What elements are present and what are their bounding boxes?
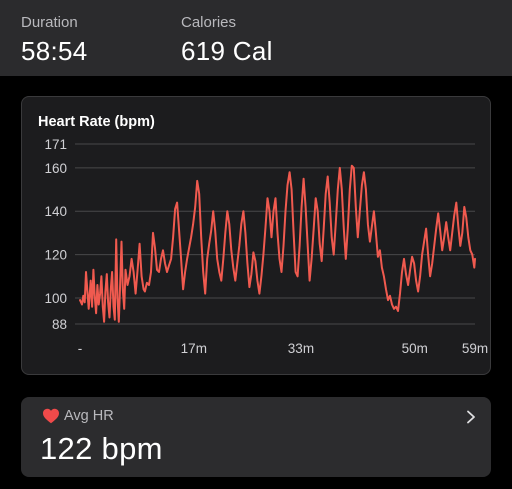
heart-rate-line <box>79 164 476 323</box>
calories-label: Calories <box>181 14 237 31</box>
avg-hr-label-row: Avg HR <box>42 408 114 424</box>
duration-stat: Duration 58:54 <box>21 14 88 67</box>
chart-title: Heart Rate (bpm) <box>38 114 155 130</box>
x-tick-label: - <box>78 341 83 356</box>
x-tick-label: 59m <box>462 341 488 356</box>
heart-icon <box>43 408 59 424</box>
x-tick-label: 50m <box>402 341 428 356</box>
heart-rate-chart: 171 160 140 120 100 88 - 17m 33m 50m 59m <box>44 137 488 356</box>
y-tick-label: 120 <box>44 248 67 263</box>
calories-stat: Calories 619 Cal <box>181 14 273 67</box>
chevron-right-icon[interactable] <box>466 410 476 424</box>
avg-hr-label: Avg HR <box>64 408 114 424</box>
x-tick-label: 17m <box>181 341 207 356</box>
heart-rate-chart-card: Heart Rate (bpm) 171 160 140 120 100 88 - 17m 3… <box>21 96 491 375</box>
duration-label: Duration <box>21 14 78 31</box>
x-tick-label: 33m <box>288 341 314 356</box>
stats-bar: Duration 58:54 Calories 619 Cal <box>0 0 512 76</box>
x-axis-ticks: - 17m 33m 50m 59m <box>78 341 488 356</box>
heart-rate-series <box>79 164 476 323</box>
calories-value: 619 Cal <box>181 36 273 66</box>
duration-value: 58:54 <box>21 36 88 66</box>
y-axis-ticks: 171 160 140 120 100 88 <box>44 137 67 332</box>
y-tick-label: 88 <box>52 317 67 332</box>
y-tick-label: 171 <box>44 137 67 152</box>
avg-hr-value: 122 bpm <box>40 431 163 466</box>
y-tick-label: 140 <box>44 204 67 219</box>
chart-grid <box>75 143 475 325</box>
y-tick-label: 160 <box>44 161 67 176</box>
avg-hr-card[interactable]: Avg HR 122 bpm <box>21 397 491 477</box>
y-tick-label: 100 <box>44 291 67 306</box>
